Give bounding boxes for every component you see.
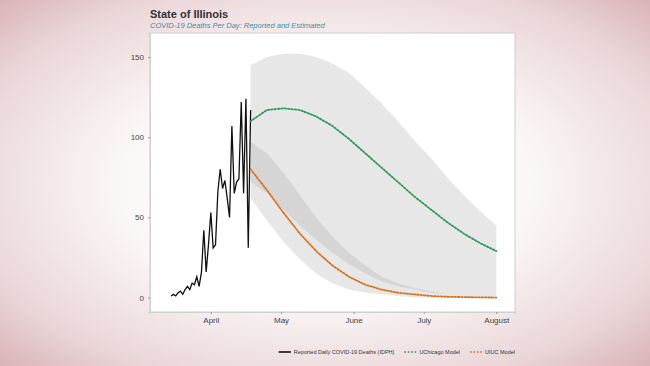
series-line: [171, 99, 251, 296]
y-tick: 50: [135, 213, 150, 222]
legend-label: Reported Daily COVID-19 Deaths (IDPH): [294, 349, 395, 355]
x-axis-line: [151, 313, 516, 315]
x-tick-mark: [354, 312, 355, 314]
x-axis: April May June July August: [151, 312, 516, 325]
subtitle: COVID-19 Deaths Per Day: Reported and Es…: [150, 21, 325, 30]
title: State of Illinois: [150, 8, 228, 20]
confidence-band: [251, 142, 497, 298]
y-tick: 150: [131, 53, 150, 62]
legend-label: UChicago Model: [419, 349, 460, 355]
legend-swatch: [279, 351, 291, 353]
series-line: [251, 169, 497, 297]
y-tick: 0: [140, 294, 150, 303]
chart: State of IllinoisCOVID-19 Deaths Per Day…: [0, 0, 650, 366]
x-tick: June: [345, 312, 363, 325]
x-tick: April: [203, 312, 219, 325]
confidence-band: [251, 54, 497, 298]
y-tick-mark: [148, 217, 150, 218]
legend-swatch: [404, 351, 416, 353]
legend-item: Reported Daily COVID-19 Deaths (IDPH): [279, 349, 395, 355]
marks: [171, 54, 496, 298]
legend-item: UChicago Model: [404, 349, 460, 355]
y-tick-label: 50: [135, 213, 144, 222]
plot-frame: [150, 33, 515, 312]
y-tick-mark: [148, 298, 150, 299]
x-tick: May: [274, 312, 289, 325]
y-axis-line: [148, 34, 151, 313]
y-axis: 0 50 100 150: [131, 34, 151, 313]
x-tick-label: April: [203, 316, 219, 325]
x-tick: August: [484, 312, 510, 325]
y-tick-mark: [148, 137, 150, 138]
x-tick-mark: [424, 312, 425, 314]
legend-swatch: [470, 351, 482, 353]
x-tick-label: July: [417, 316, 431, 325]
y-tick: 100: [131, 133, 150, 142]
legend-label: UIUC Model: [485, 349, 515, 355]
x-tick-mark: [211, 312, 212, 314]
x-tick-label: August: [484, 316, 510, 325]
legend-item: UIUC Model: [470, 349, 515, 355]
x-tick-label: June: [345, 316, 363, 325]
y-tick-label: 0: [140, 294, 145, 303]
x-tick-label: May: [274, 316, 289, 325]
y-tick-label: 150: [131, 53, 145, 62]
series-line: [251, 108, 497, 251]
legend: Reported Daily COVID-19 Deaths (IDPH) UCh…: [279, 349, 515, 355]
y-tick-mark: [148, 57, 150, 58]
y-tick-label: 100: [131, 133, 145, 142]
x-tick: July: [417, 312, 431, 325]
x-tick-mark: [281, 312, 282, 314]
x-tick-mark: [496, 312, 497, 314]
